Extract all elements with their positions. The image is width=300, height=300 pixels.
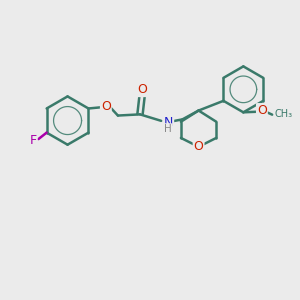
Text: F: F bbox=[29, 134, 37, 147]
Text: O: O bbox=[194, 140, 203, 153]
Text: CH₃: CH₃ bbox=[274, 109, 292, 119]
Text: O: O bbox=[257, 104, 267, 117]
Text: O: O bbox=[138, 83, 148, 96]
Text: H: H bbox=[164, 124, 172, 134]
Text: N: N bbox=[164, 116, 173, 129]
Text: O: O bbox=[101, 100, 111, 112]
